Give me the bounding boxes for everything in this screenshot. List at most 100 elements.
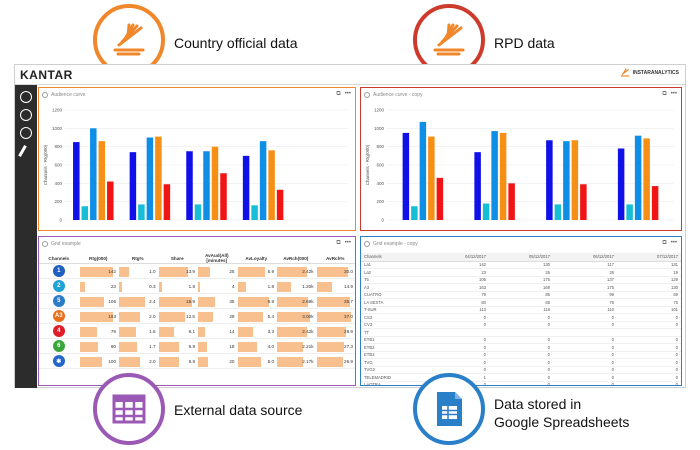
grid-example-copy-panel: Grid example - copy ⧉ ••• Channels 04/12/2… [360,236,682,386]
column-header[interactable]: 06/12/2017 [553,253,617,262]
column-header[interactable]: Rtg% [118,253,158,264]
more-icon[interactable]: ••• [670,240,677,246]
column-header[interactable]: Channels [361,253,425,262]
table-row[interactable]: La2 23 26 26 19 [361,268,681,277]
bar[interactable] [554,204,562,220]
play-icon[interactable] [20,127,32,139]
bar[interactable] [251,205,258,220]
settings-icon[interactable] [42,241,48,247]
bar[interactable] [402,132,410,220]
bar[interactable] [107,181,114,221]
y-tick-label: 1200 [52,108,63,113]
table-row[interactable]: ETB1 0 0 0 0 [361,336,681,344]
table-row[interactable]: ✱ 100 2.0 9.8 20 5.0 2.17k 26.9 [39,353,355,369]
table-row[interactable]: CV3 0 0 0 0 [361,321,681,329]
pencil-icon[interactable] [18,145,27,157]
copy-icon[interactable]: ⧉ [336,240,341,246]
column-header[interactable]: Rtg(000) [78,253,118,264]
bar[interactable] [580,184,587,220]
bar[interactable] [138,204,145,220]
table-row[interactable]: A3 163 169 175 130 [361,283,681,292]
table-row[interactable]: TVG 0 0 0 0 [361,358,681,367]
bar[interactable] [129,152,137,220]
bar[interactable] [546,140,553,220]
bar[interactable] [259,141,267,220]
bar[interactable] [73,142,80,220]
bar[interactable] [428,136,435,220]
column-header[interactable]: 07/12/2017 [617,253,681,262]
table-row[interactable]: TVG2 0 0 0 0 [361,366,681,374]
bar[interactable] [146,137,154,221]
bar[interactable] [643,138,650,220]
metric-cell: 5.9 [236,263,276,279]
bar[interactable] [81,206,89,220]
settings-icon[interactable] [364,241,370,247]
bar[interactable] [163,184,171,220]
column-header[interactable]: AvAud(All) [minutes] [197,253,237,264]
menu-icon[interactable] [20,91,32,103]
table-row[interactable]: 4 79 1.6 8.1 14 3.3 2.42k 29.9 [39,323,355,339]
column-header[interactable]: AvLoyalty [236,253,276,264]
table-row[interactable]: 1 142 1.0 13.9 25 5.9 2.42k 30.0 [39,263,355,279]
column-header[interactable]: 05/12/2017 [489,253,553,262]
table-row[interactable]: CUATRO 79 85 99 69 [361,291,681,299]
bar[interactable] [211,146,219,220]
table-row[interactable]: A3 163 2.0 12.5 29 5.4 3.00k 37.0 [39,308,355,324]
bar[interactable] [411,206,418,220]
bar[interactable] [651,186,659,220]
settings-icon[interactable] [42,92,48,98]
bar[interactable] [617,148,625,221]
bar[interactable] [563,141,570,220]
settings-icon[interactable] [364,92,370,98]
more-icon[interactable]: ••• [344,91,351,97]
y-tick-label: 1000 [374,126,385,131]
table-row[interactable]: 6 80 1.7 9.9 18 4.0 2.21k 27.3 [39,338,355,354]
bar[interactable] [508,183,515,220]
bar[interactable] [155,136,162,220]
table-row[interactable]: 2 23 0.3 1.8 4 1.8 1.20k 14.9 [39,278,355,294]
bar[interactable] [626,204,633,220]
layers-icon[interactable] [20,109,32,121]
bar[interactable] [98,141,106,220]
bar[interactable] [419,121,427,220]
copy-icon[interactable]: ⧉ [336,91,341,97]
table-row[interactable]: LAOTRA 0 0 0 0 [361,381,681,385]
metric-cell: 79 [78,323,118,339]
column-header[interactable]: Share [157,253,197,264]
bar[interactable] [268,150,275,220]
copy-icon[interactable]: ⧉ [662,91,667,97]
more-icon[interactable]: ••• [344,240,351,246]
table-row[interactable]: TELEMADRID 1 0 0 0 [361,373,681,382]
bar[interactable] [482,203,490,221]
column-header[interactable]: AvRch% [315,253,355,264]
column-header[interactable]: Channels [39,253,79,264]
column-header[interactable]: AvRch(000) [276,253,316,264]
table-row[interactable]: ETB2 0 0 0 0 [361,343,681,352]
channel-logo: ✱ [52,355,65,367]
bar[interactable] [571,140,579,220]
bar[interactable] [194,204,202,220]
table-row[interactable]: TT [361,328,681,337]
bar[interactable] [634,135,642,220]
table-row[interactable]: T-SUR 113 118 110 101 [361,306,681,314]
bar[interactable] [499,132,507,220]
table-row[interactable]: La1 142 130 117 131 [361,261,681,269]
column-header[interactable]: 04/12/2017 [425,253,489,262]
bar[interactable] [474,152,481,220]
copy-icon[interactable]: ⧉ [662,240,667,246]
bar[interactable] [186,151,193,220]
bar[interactable] [203,151,210,220]
table-row[interactable]: LA SEXTA 80 68 76 75 [361,298,681,307]
more-icon[interactable]: ••• [670,91,677,97]
bar[interactable] [491,131,498,220]
bar[interactable] [436,177,444,220]
table-row[interactable]: CS2 0 0 0 0 [361,313,681,322]
bar[interactable] [276,189,284,220]
table-row[interactable]: 5 106 2.4 15.9 35 6.8 2.69k 35.7 [39,293,355,309]
bar[interactable] [220,173,227,220]
bar[interactable] [90,128,97,220]
table-row[interactable]: ETB3 0 0 0 0 [361,351,681,359]
cell: CS2 [361,313,425,322]
bar[interactable] [242,155,250,220]
table-row[interactable]: T5 106 175 137 129 [361,276,681,284]
